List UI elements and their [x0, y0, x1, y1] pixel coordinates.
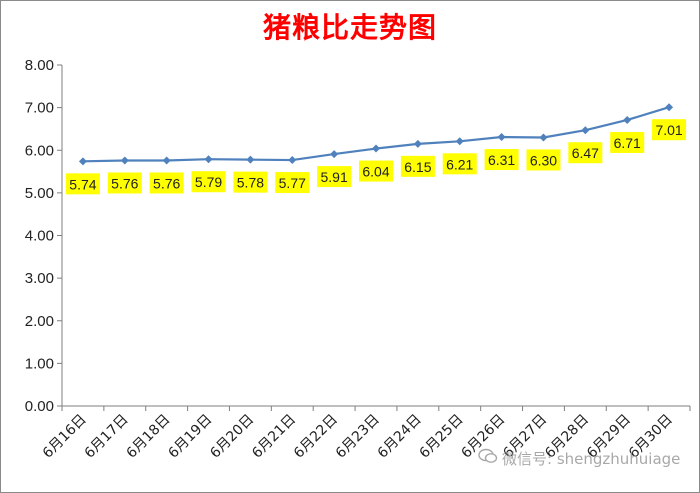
data-point: [330, 150, 339, 159]
data-label-text: 5.74: [69, 176, 96, 192]
y-tick-label: 4.00: [25, 228, 54, 245]
data-label: 6.47: [568, 142, 603, 164]
data-label-text: 6.71: [614, 135, 641, 151]
x-tick-label: 6月25日: [417, 412, 467, 462]
data-label-text: 5.78: [237, 175, 264, 191]
chart-title: 猪粮比走势图: [262, 11, 437, 44]
data-point: [455, 137, 464, 146]
y-tick-label: 8.00: [25, 57, 54, 74]
data-label: 7.01: [652, 119, 687, 141]
y-axis-ticks: 0.00 1.00 2.00 3.00 4.00 5.00 6.00 7.00 8.00: [25, 57, 62, 415]
data-label-text: 6.30: [530, 152, 557, 168]
data-label: 5.79: [191, 171, 226, 193]
data-label-text: 6.21: [446, 156, 473, 172]
data-label: 5.91: [317, 166, 352, 188]
y-tick-label: 5.00: [25, 185, 54, 202]
data-label-bg: [191, 171, 226, 193]
data-label-text: 5.76: [111, 175, 138, 191]
x-tick-label: 6月17日: [82, 412, 132, 462]
data-label-bg: [526, 149, 561, 171]
data-label-text: 5.76: [153, 175, 180, 191]
data-label-bg: [484, 149, 519, 171]
data-label: 6.31: [484, 149, 519, 171]
data-label-text: 6.15: [404, 159, 431, 175]
data-label: 5.76: [107, 172, 142, 194]
x-tick-label: 6月18日: [123, 412, 173, 462]
data-point: [246, 155, 255, 164]
data-label-bg: [400, 155, 435, 177]
data-point: [623, 115, 632, 124]
data-point: [120, 156, 129, 165]
data-label-bg: [442, 153, 477, 175]
data-label-bg: [233, 171, 268, 193]
data-label-text: 6.31: [488, 152, 515, 168]
x-tick-label: 6月19日: [165, 412, 215, 462]
data-label: 5.76: [149, 172, 184, 194]
y-tick-label: 2.00: [25, 313, 54, 330]
data-point: [497, 133, 506, 142]
axes: [61, 65, 690, 407]
y-tick-label: 0.00: [25, 398, 54, 415]
x-tick-label: 6月21日: [249, 412, 299, 462]
data-label-text: 6.47: [572, 145, 599, 161]
y-tick-label: 7.00: [25, 100, 54, 117]
data-label-bg: [610, 131, 645, 153]
data-label: 5.78: [233, 171, 268, 193]
data-label-bg: [359, 160, 393, 182]
data-label-bg: [317, 166, 352, 188]
x-tick-label: 6月23日: [333, 412, 383, 462]
data-label-bg: [107, 172, 142, 194]
data-point: [288, 156, 297, 165]
data-label-bg: [65, 173, 100, 195]
y-tick-label: 3.00: [25, 270, 54, 287]
data-label-text: 5.91: [321, 169, 348, 185]
data-label-text: 5.77: [279, 175, 306, 191]
data-point: [162, 156, 171, 165]
data-label: 5.77: [275, 172, 310, 194]
wechat-icon: [478, 448, 498, 466]
x-tick-label: 6月20日: [207, 412, 257, 462]
series-line: [78, 103, 674, 166]
y-tick-label: 1.00: [25, 355, 54, 372]
x-tick-label: 6月22日: [291, 412, 341, 462]
data-label-text: 7.01: [655, 122, 682, 138]
data-point: [581, 126, 590, 135]
data-label-text: 6.04: [362, 164, 389, 180]
data-label-bg: [275, 172, 310, 194]
data-label-bg: [149, 172, 184, 194]
y-tick-label: 6.00: [25, 142, 54, 159]
data-label: 6.71: [610, 131, 645, 153]
data-point: [204, 155, 213, 164]
x-tick-label: 6月16日: [40, 412, 90, 462]
data-point: [539, 133, 548, 142]
data-label-bg: [652, 119, 687, 141]
data-label-text: 5.79: [195, 174, 222, 190]
data-labels: 5.74 5.76 5.76 5.79 5.78 5.77 5.91 6.04 6.15 6.21…: [65, 119, 687, 195]
data-label: 5.74: [65, 173, 100, 195]
x-tick-label: 6月24日: [375, 412, 425, 462]
data-point: [413, 139, 422, 148]
data-label: 6.21: [442, 153, 477, 175]
data-point: [665, 103, 674, 112]
data-point: [372, 144, 380, 153]
watermark: 微信号: shengzhuhuiage: [478, 448, 680, 469]
data-label: 6.30: [526, 149, 561, 171]
watermark-text: 微信号: shengzhuhuiage: [502, 450, 681, 468]
data-label: 6.15: [400, 155, 435, 177]
data-label-bg: [568, 142, 603, 164]
data-point: [78, 157, 87, 166]
data-label: 6.04: [359, 160, 393, 182]
